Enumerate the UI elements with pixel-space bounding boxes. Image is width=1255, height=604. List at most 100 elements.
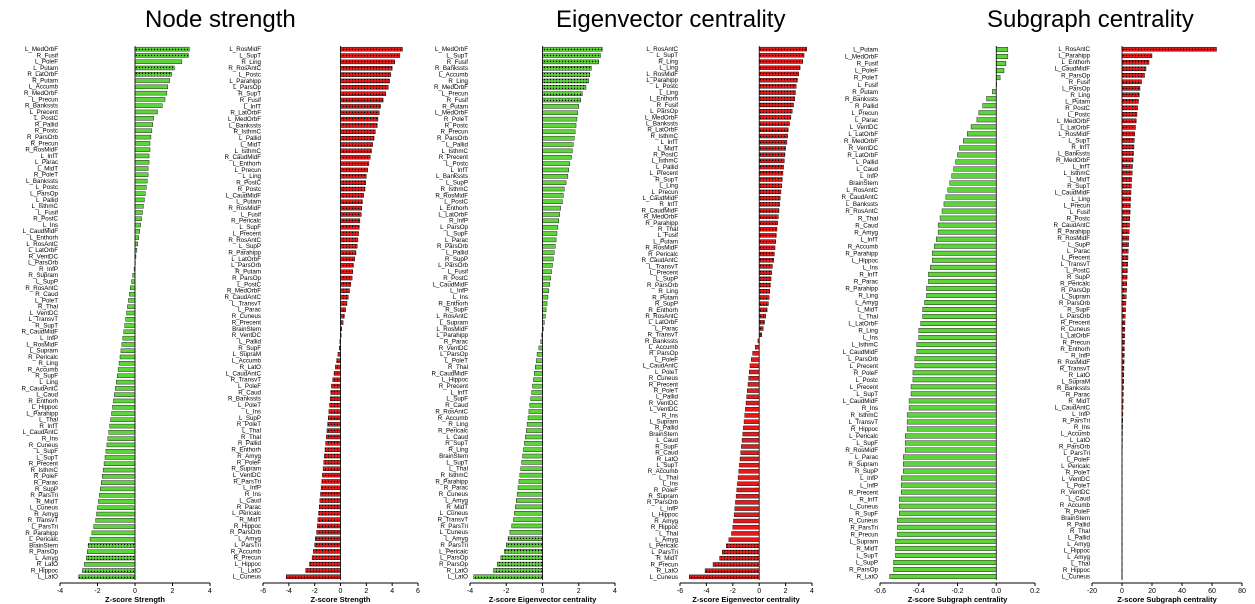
category-label: L_Bankssts xyxy=(26,178,58,185)
x-axis-label: Z-score Strength xyxy=(105,595,165,604)
bar xyxy=(134,197,145,203)
bar xyxy=(908,398,997,404)
bar-hatch xyxy=(759,202,780,207)
bar xyxy=(104,455,136,460)
category-label: L_PoleF xyxy=(35,59,58,66)
bar-hatch xyxy=(329,403,341,408)
bar-hatch xyxy=(759,71,799,76)
category-label: L_MidT xyxy=(1069,176,1090,183)
category-label: R_ParsTri xyxy=(440,523,468,530)
bar-hatch xyxy=(340,91,386,96)
bar xyxy=(728,537,760,542)
category-label: R_RosMidF xyxy=(25,147,58,154)
bar xyxy=(116,379,136,385)
bar-hatch xyxy=(1122,411,1123,417)
category-label: L_Bankssts xyxy=(646,120,678,127)
bar xyxy=(129,291,136,297)
category-label: L_Supram xyxy=(1061,294,1090,301)
bar-hatch xyxy=(1122,281,1127,286)
category-label: R_Pallid xyxy=(238,440,262,447)
category-label: R_MedOrbF xyxy=(644,214,678,221)
category-label: L_Accumb xyxy=(439,72,469,79)
bar-hatch xyxy=(542,72,590,77)
bar-hatch xyxy=(340,237,358,242)
category-label: L_VentDC xyxy=(850,124,879,131)
bar xyxy=(134,172,149,177)
bar xyxy=(916,342,997,348)
category-label: L_LatOrbF xyxy=(1060,333,1090,340)
category-label: R_PoleT xyxy=(237,421,261,428)
category-label: R_PoleF xyxy=(654,487,678,494)
category-label: R_ParsOp xyxy=(1061,287,1090,294)
bar-hatch xyxy=(759,307,768,312)
bar xyxy=(542,123,577,128)
bar-hatch xyxy=(340,256,355,261)
category-label: L_InfT xyxy=(40,153,58,160)
category-label: L_SupT xyxy=(36,454,58,461)
bar xyxy=(901,482,997,488)
bar-hatch xyxy=(759,103,794,107)
category-label: L_ParsTri xyxy=(31,523,58,530)
bar-hatch xyxy=(340,148,372,153)
bar-hatch xyxy=(1122,359,1125,364)
category-label: L_PoleT xyxy=(655,369,678,376)
bar xyxy=(134,116,154,121)
bar xyxy=(897,531,997,537)
bar xyxy=(114,392,136,397)
category-label: R_Pallid xyxy=(855,103,879,110)
category-label: R_CaudAntC xyxy=(642,257,679,264)
category-label: R_Ins xyxy=(1074,424,1090,431)
bar-hatch xyxy=(713,562,760,567)
category-label: L_Pericalc xyxy=(1061,463,1090,470)
bar xyxy=(733,518,760,524)
bar-hatch xyxy=(340,161,369,166)
bar-hatch xyxy=(1122,118,1137,123)
bar xyxy=(542,174,569,179)
bar xyxy=(95,518,136,523)
category-label: L_ParsOrb xyxy=(28,260,58,267)
category-label: L_Caud xyxy=(656,437,678,444)
category-label: L_Parac xyxy=(35,159,58,166)
bar xyxy=(928,271,997,277)
category-label: L_SupraM xyxy=(232,351,261,358)
category-label: L_Amyg xyxy=(238,536,261,543)
category-label: L_Parac xyxy=(855,117,878,124)
bar-hatch xyxy=(135,72,172,77)
x-tick-label: -6 xyxy=(677,588,683,595)
bar-hatch xyxy=(759,220,778,225)
category-label: L_SupP xyxy=(36,278,58,285)
bar-hatch xyxy=(1122,131,1135,136)
bar xyxy=(542,269,552,274)
x-tick-label: 4 xyxy=(390,588,394,595)
bar xyxy=(735,500,760,505)
category-label: R_Hippoc xyxy=(851,426,878,433)
category-label: R_RosMidF xyxy=(845,447,878,454)
category-label: R_Ling xyxy=(38,360,58,367)
bar xyxy=(926,292,997,298)
category-label: R_InfP xyxy=(1071,352,1090,359)
category-label: L_ParsOrb xyxy=(231,262,261,269)
bar xyxy=(98,499,136,504)
bar-hatch xyxy=(1122,138,1135,143)
bar xyxy=(893,559,997,565)
bar xyxy=(134,153,150,159)
category-label: R_VentDC xyxy=(29,253,59,260)
bar-hatch xyxy=(321,485,341,490)
category-label: L_Supram xyxy=(29,348,58,355)
category-label: L_PostC xyxy=(1066,268,1090,275)
category-label: L_Supram xyxy=(849,538,878,545)
bar xyxy=(134,59,183,64)
bar xyxy=(122,335,136,341)
bar-hatch xyxy=(759,158,785,163)
bar xyxy=(903,461,997,467)
category-label: L_VentDC xyxy=(233,472,262,479)
category-label: L_LatOrbF xyxy=(231,256,261,263)
bar-hatch xyxy=(1122,255,1128,260)
bar xyxy=(542,193,564,198)
bar-hatch xyxy=(330,390,341,395)
category-label: R_LatOrbF xyxy=(230,110,261,117)
category-label: L_InfT xyxy=(450,167,468,174)
category-label: L_Thal xyxy=(39,417,58,424)
category-label: L_RosMidF xyxy=(646,71,678,78)
bar xyxy=(996,54,1009,59)
